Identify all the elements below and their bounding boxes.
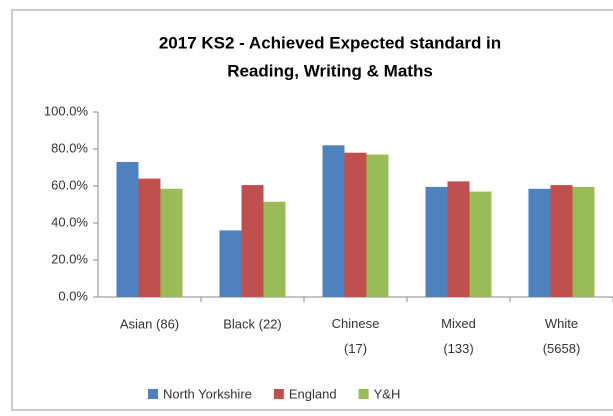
- bar: [425, 186, 448, 297]
- chart-title: Reading, Writing & Maths: [227, 61, 433, 80]
- y-tick-label: 20.0%: [51, 251, 88, 266]
- bar: [116, 161, 139, 297]
- legend-label: England: [289, 386, 337, 401]
- bar: [263, 201, 286, 297]
- bar: [344, 152, 367, 297]
- bar: [550, 185, 573, 297]
- legend-swatch: [358, 389, 369, 399]
- x-tick-label: Mixed (133): [441, 316, 476, 356]
- bar: [572, 186, 595, 297]
- x-tick-label: Asian (86): [120, 316, 179, 331]
- x-tick-label: Chinese (17): [332, 316, 380, 356]
- legend-label: Y&H: [374, 386, 401, 401]
- x-tick-label-line: (5658): [543, 341, 581, 356]
- bar: [138, 178, 161, 297]
- x-tick-label-line: Mixed: [441, 316, 476, 331]
- bar: [219, 230, 242, 297]
- x-tick-label-line: Chinese: [332, 316, 380, 331]
- x-tick-label: White (5658): [543, 316, 581, 356]
- x-tick-label-line: (17): [344, 341, 367, 356]
- y-tick-label: 100.0%: [44, 103, 89, 118]
- y-tick-label: 40.0%: [51, 214, 88, 229]
- chart-border: [11, 9, 613, 411]
- y-tick-label: 80.0%: [51, 140, 88, 155]
- legend-swatch: [273, 389, 284, 399]
- bar: [528, 188, 551, 297]
- bar: [160, 188, 183, 297]
- chart-title: 2017 KS2 - Achieved Expected standard in: [159, 33, 501, 52]
- bar: [469, 191, 492, 297]
- x-tick-label-line: White: [545, 316, 578, 331]
- bar: [322, 145, 345, 297]
- bar: [447, 181, 470, 297]
- legend-label: North Yorkshire: [163, 386, 252, 401]
- bar: [366, 154, 389, 297]
- x-tick-label-line: (133): [443, 341, 473, 356]
- bar: [241, 185, 264, 297]
- legend-swatch: [148, 389, 158, 399]
- y-tick-label: 0.0%: [58, 288, 88, 303]
- y-tick-label: 60.0%: [51, 177, 88, 192]
- x-tick-label: Black (22): [223, 316, 282, 331]
